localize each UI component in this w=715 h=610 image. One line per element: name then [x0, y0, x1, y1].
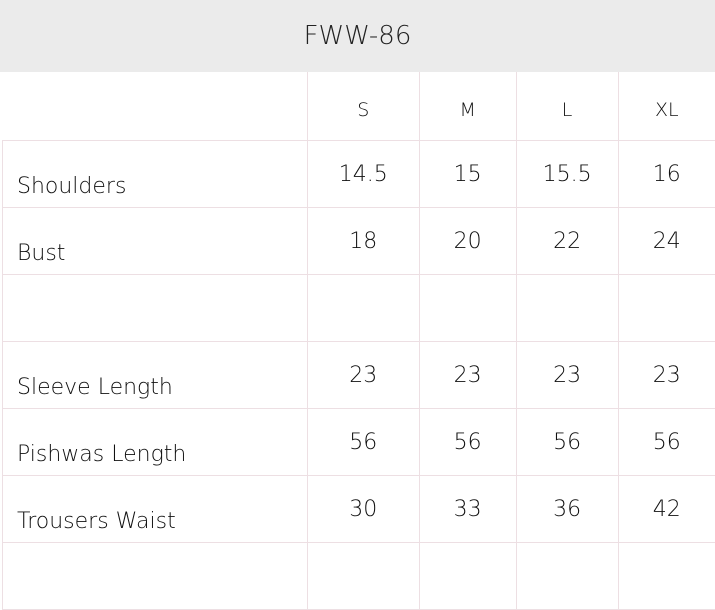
measurement-value: 30 [307, 476, 419, 543]
measurement-label: Bust [3, 208, 308, 275]
corner-cell [3, 72, 308, 141]
measurement-value: 18 [307, 208, 419, 275]
measurement-value: 23 [618, 342, 715, 409]
measurement-label: Sleeve Length [3, 342, 308, 409]
size-header: L [516, 72, 618, 141]
table-row [3, 543, 715, 610]
measurement-label [3, 543, 308, 610]
measurement-value [419, 275, 516, 342]
measurement-value: 16 [618, 141, 715, 208]
measurement-label [3, 275, 308, 342]
table-row [3, 275, 715, 342]
measurement-value: 14.5 [307, 141, 419, 208]
measurement-value [307, 275, 419, 342]
measurement-value: 23 [307, 342, 419, 409]
measurement-value [516, 543, 618, 610]
measurement-value: 56 [618, 409, 715, 476]
measurement-value [618, 543, 715, 610]
size-header: M [419, 72, 516, 141]
chart-title: FWW-86 [0, 0, 715, 72]
measurement-value: 42 [618, 476, 715, 543]
measurement-value: 24 [618, 208, 715, 275]
size-header: S [307, 72, 419, 141]
size-header: XL [618, 72, 715, 141]
measurement-value: 56 [307, 409, 419, 476]
measurement-label: Shoulders [3, 141, 308, 208]
measurement-value [307, 543, 419, 610]
measurement-value: 15.5 [516, 141, 618, 208]
measurement-value: 15 [419, 141, 516, 208]
measurement-value [618, 275, 715, 342]
size-header-row: S M L XL [3, 72, 715, 141]
measurement-value: 56 [516, 409, 618, 476]
measurement-value: 23 [419, 342, 516, 409]
measurement-label: Trousers Waist [3, 476, 308, 543]
measurement-label: Pishwas Length [3, 409, 308, 476]
measurement-value: 56 [419, 409, 516, 476]
measurement-value: 20 [419, 208, 516, 275]
measurement-value: 23 [516, 342, 618, 409]
measurement-value: 22 [516, 208, 618, 275]
measurement-value [419, 543, 516, 610]
measurement-value: 36 [516, 476, 618, 543]
measurement-value [516, 275, 618, 342]
measurement-value: 33 [419, 476, 516, 543]
